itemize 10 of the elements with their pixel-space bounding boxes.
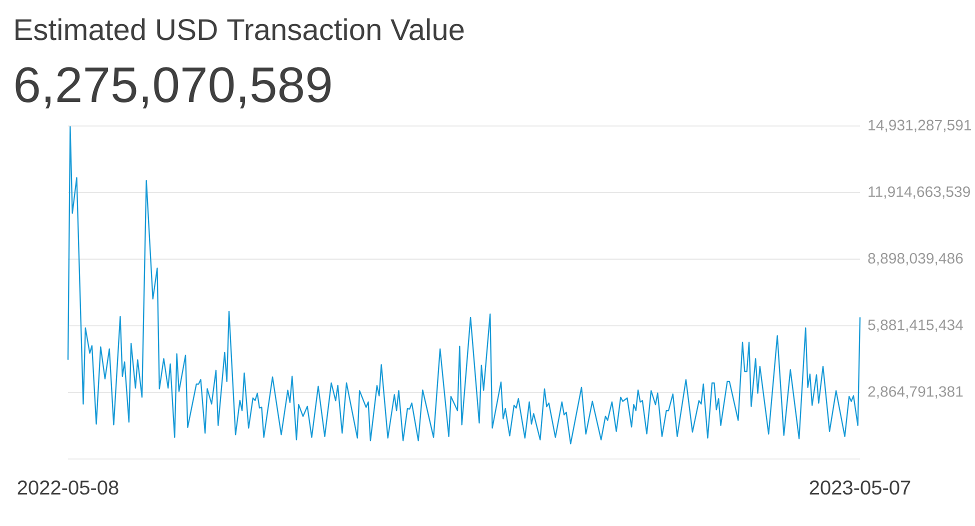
y-tick-label: 8,898,039,486 (868, 252, 963, 266)
chart-title: Estimated USD Transaction Value (16, 18, 464, 40)
y-tick-label: 2,864,791,381 (868, 386, 963, 399)
chart-subtitle: 6,275,070,589 (16, 67, 331, 108)
x-tick-label: 2022-05-08 (18, 480, 118, 495)
y-tick-label: 14,931,287,591 (868, 120, 972, 132)
y-tick-label: 11,914,663,539 (868, 186, 970, 199)
line-series (67, 126, 861, 444)
y-tick-label: 5,881,415,434 (868, 320, 964, 332)
x-tick-label: 2023-05-07 (810, 480, 910, 495)
